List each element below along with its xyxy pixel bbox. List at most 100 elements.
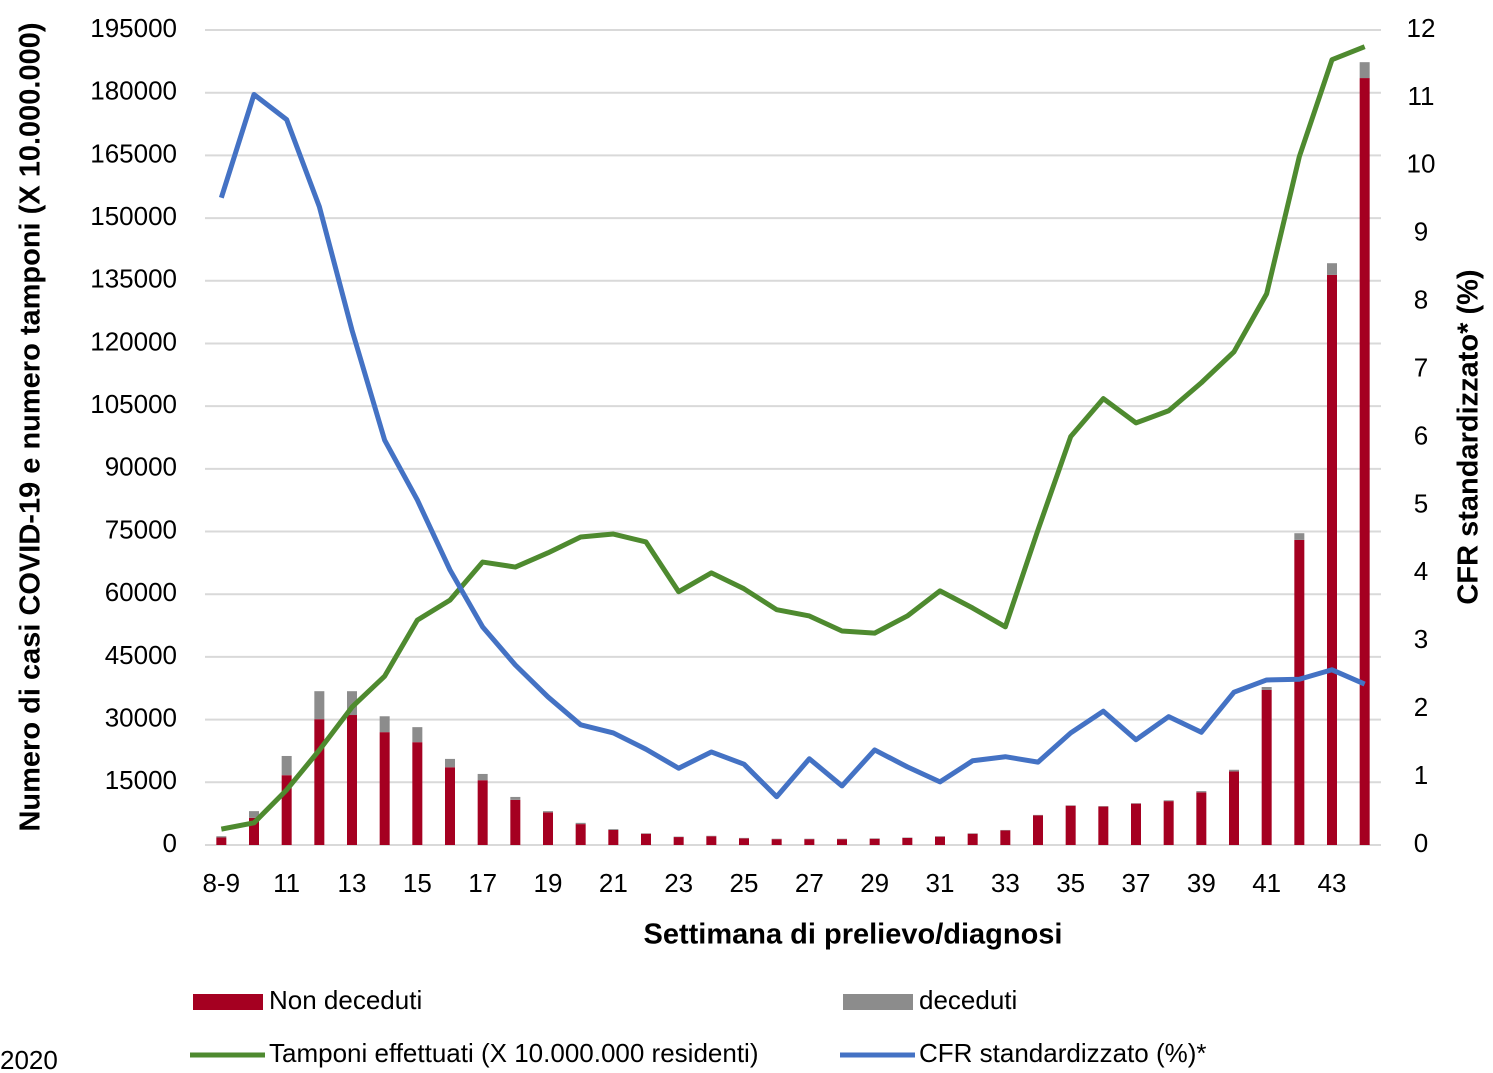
line — [218, 92, 1366, 800]
y-tick-label: 195000 — [90, 13, 177, 43]
y-axis-title: Numero di casi COVID-19 e numero tamponi… — [15, 22, 47, 831]
x-tick-label: 37 — [1122, 868, 1151, 898]
x-tick-label: 15 — [403, 868, 432, 898]
y2-tick-label: 7 — [1414, 352, 1428, 382]
bar — [673, 837, 684, 845]
bar — [1065, 805, 1076, 845]
y-tick-label: 105000 — [90, 389, 177, 419]
bar — [543, 811, 553, 813]
bar — [608, 829, 619, 830]
x-tick-label: 11 — [273, 868, 300, 898]
x-tick-label: 17 — [468, 868, 497, 898]
y-tick-label: 150000 — [90, 201, 177, 231]
x-tick-label: 19 — [534, 868, 563, 898]
bar — [445, 758, 455, 768]
bar — [1098, 806, 1109, 845]
bar — [608, 829, 619, 845]
bar — [706, 836, 717, 845]
legend-swatch — [193, 994, 263, 1010]
x-tick-label: 33 — [991, 868, 1020, 898]
footnote: 2020 — [0, 1045, 58, 1073]
bar — [314, 691, 325, 720]
bar — [1261, 689, 1272, 845]
bar — [379, 716, 390, 733]
y-tick-label: 75000 — [105, 514, 177, 544]
y2-tick-label: 11 — [1408, 81, 1435, 111]
bar — [1229, 771, 1239, 845]
y2-tick-label: 9 — [1414, 217, 1428, 247]
x-tick-label: 21 — [599, 868, 628, 898]
bar — [869, 838, 880, 845]
bar — [641, 833, 651, 845]
y-tick-label: 135000 — [90, 264, 177, 294]
x-tick-label: 23 — [664, 868, 693, 898]
bar — [281, 775, 292, 845]
bar — [281, 755, 292, 776]
legend-swatch — [843, 994, 913, 1010]
bar — [1000, 830, 1011, 845]
bar — [1163, 800, 1174, 802]
y-tick-label: 60000 — [105, 577, 177, 607]
bar — [837, 839, 847, 845]
x-tick-label: 31 — [926, 868, 955, 898]
bar — [1229, 769, 1239, 772]
bar — [1359, 62, 1370, 79]
bar — [412, 727, 423, 743]
x-tick-label: 39 — [1187, 868, 1216, 898]
y2-tick-label: 5 — [1414, 488, 1428, 518]
bar — [575, 824, 586, 845]
x-tick-label: 35 — [1056, 868, 1085, 898]
x-tick-label: 41 — [1252, 868, 1281, 898]
y-tick-label: 0 — [163, 828, 177, 858]
x-tick-label: 13 — [338, 868, 367, 898]
y2-tick-label: 3 — [1414, 624, 1428, 654]
bar — [216, 836, 227, 838]
line — [220, 44, 1366, 832]
bar — [1327, 274, 1337, 845]
legend-label: CFR standardizzato (%)* — [919, 1038, 1207, 1068]
legend-label: deceduti — [919, 985, 1017, 1015]
bar — [1294, 533, 1305, 540]
bar — [967, 833, 978, 845]
y-tick-label: 45000 — [105, 640, 177, 670]
bar — [216, 837, 227, 845]
bar — [314, 719, 325, 845]
bar — [1131, 803, 1141, 845]
y2-tick-label: 6 — [1414, 420, 1428, 450]
y-tick-label: 165000 — [90, 138, 177, 168]
bar — [477, 773, 488, 781]
y-tick-label: 30000 — [105, 702, 177, 732]
bar — [1163, 801, 1174, 845]
y2-tick-label: 1 — [1414, 760, 1428, 790]
bar — [739, 838, 749, 845]
legend-label: Non deceduti — [269, 985, 422, 1015]
bar — [1196, 792, 1207, 845]
bar — [575, 822, 586, 825]
y2-tick-label: 2 — [1414, 692, 1428, 722]
bar — [412, 742, 423, 845]
x-tick-label: 25 — [730, 868, 759, 898]
bar — [771, 839, 782, 845]
bar — [347, 715, 357, 845]
bar — [249, 811, 259, 818]
y-tick-label: 15000 — [105, 765, 177, 795]
bar — [445, 767, 455, 845]
bar — [1359, 78, 1370, 846]
bar — [510, 796, 521, 800]
y2-tick-label: 12 — [1407, 13, 1436, 43]
y2-tick-label: 8 — [1414, 285, 1428, 315]
bar — [543, 812, 553, 845]
y-tick-label: 90000 — [105, 452, 177, 482]
x-tick-label: 8-9 — [203, 868, 241, 898]
y2-tick-label: 10 — [1407, 149, 1436, 179]
bar — [1294, 539, 1305, 845]
x-axis-title: Settimana di prelievo/diagnosi — [644, 919, 1063, 951]
bar — [1261, 687, 1272, 690]
bar — [510, 799, 521, 845]
bar — [1196, 791, 1207, 793]
y2-tick-label: 0 — [1414, 828, 1428, 858]
bar — [1327, 263, 1337, 275]
bar — [347, 691, 357, 716]
